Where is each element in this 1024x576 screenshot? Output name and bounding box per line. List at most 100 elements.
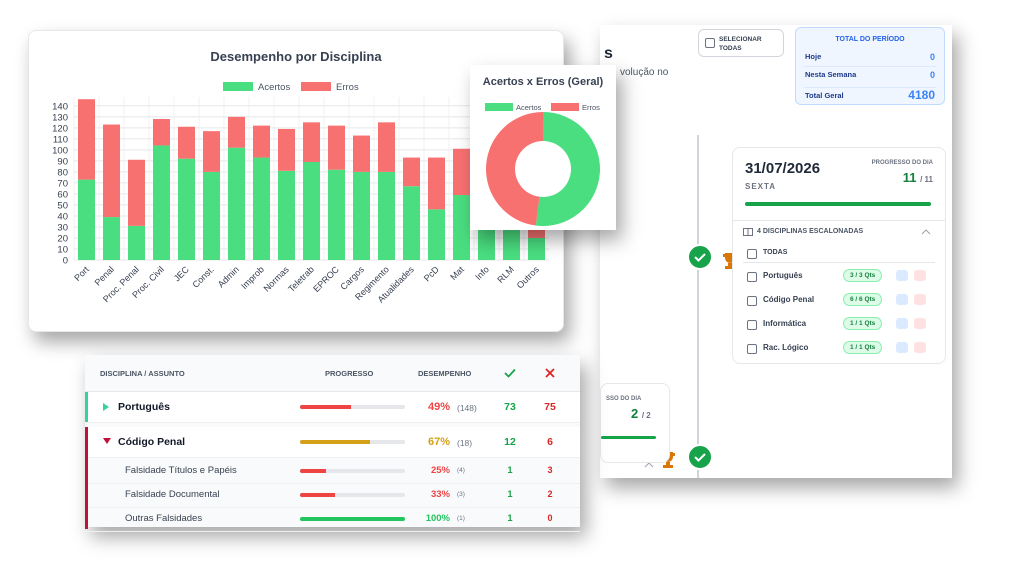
x-tick-label: Port: [72, 264, 91, 283]
row[interactable]: Código Penal 67% (18) 12 6: [85, 427, 580, 458]
misses: 0: [547, 513, 553, 523]
performance-table: DISCIPLINA / ASSUNTO PROGRESSO DESEMPENH…: [85, 355, 580, 532]
subject-name: Informática: [763, 319, 807, 328]
select-all[interactable]: SELECIONAR TODAS: [698, 29, 784, 57]
performance: 100%: [425, 513, 450, 524]
count: (18): [457, 438, 473, 448]
bar-segment: [228, 147, 245, 260]
edit-button[interactable]: [896, 294, 908, 305]
bar-segment: [78, 179, 95, 260]
edit-button[interactable]: [896, 318, 908, 329]
performance: 49%: [427, 401, 450, 413]
done-icon: [687, 444, 713, 470]
checkbox[interactable]: [705, 38, 715, 48]
subject-name: Falsidade Títulos e Papéis: [125, 465, 237, 476]
total-count: / 11: [920, 175, 933, 184]
legend-swatch: [485, 103, 513, 111]
caret-up[interactable]: [921, 228, 931, 236]
bar-segment: [278, 170, 295, 260]
subject-name: Rac. Lógico: [763, 343, 809, 352]
row-accent: [85, 392, 88, 422]
bar-segment: [128, 225, 145, 260]
y-tick-label: 50: [57, 200, 68, 211]
bar-segment: [478, 229, 495, 260]
donut-chart: Acertos x Erros (Geral) Acertos Erros: [483, 76, 604, 226]
heading: s: [604, 45, 613, 62]
y-tick-label: 80: [57, 167, 68, 178]
delete-button[interactable]: [914, 270, 926, 281]
y-tick-label: 110: [53, 134, 68, 145]
hits: 1: [507, 465, 513, 475]
checkbox[interactable]: [747, 296, 757, 306]
misses: 2: [547, 489, 553, 499]
delete-button[interactable]: [914, 342, 926, 353]
delete-button[interactable]: [914, 318, 926, 329]
row-accent: [85, 427, 88, 529]
row[interactable]: Português 49% (148) 73 75: [85, 392, 580, 423]
qts-badge: 6 / 6 Qts: [843, 293, 883, 306]
divider: [733, 220, 945, 221]
divider: [804, 87, 936, 88]
x-tick-label: PcD: [422, 264, 441, 283]
donut-slice: [485, 112, 543, 226]
divider: [804, 66, 936, 67]
legend-label: Erros: [336, 82, 359, 93]
column-header: PROGRESSO: [325, 369, 374, 378]
caret-up[interactable]: [644, 461, 654, 469]
progress-fill: [300, 440, 371, 444]
divider: [743, 262, 935, 263]
bar-segment: [178, 158, 195, 260]
column-header: DESEMPENHO: [418, 369, 472, 378]
edit-button[interactable]: [896, 270, 908, 281]
y-tick-label: 140: [52, 101, 68, 112]
hits: 12: [504, 436, 516, 448]
check-icon: [504, 368, 516, 378]
bar-segment: [353, 135, 370, 172]
checkbox[interactable]: [747, 249, 757, 259]
bar-segment: [153, 119, 170, 146]
bar-segment: [103, 217, 120, 260]
x-tick-label: Const.: [190, 264, 215, 289]
checkbox[interactable]: [747, 272, 757, 282]
total-count: / 2: [641, 411, 651, 420]
caret: [103, 438, 111, 444]
x-tick-label: Normas: [262, 264, 292, 294]
edit-button[interactable]: [896, 342, 908, 353]
bar-segment: [328, 125, 345, 170]
sub-row: Falsidade Títulos e Papéis 25% (4) 1 3: [85, 459, 580, 484]
performance: 25%: [430, 465, 450, 476]
weekday: SEXTA: [745, 182, 777, 191]
x-tick-label: RLM: [495, 264, 516, 285]
checkbox[interactable]: [747, 344, 757, 354]
bar-segment: [453, 148, 470, 196]
progress-track: [300, 440, 405, 444]
misses: 3: [547, 465, 553, 475]
progress-bar: [601, 436, 656, 439]
done: 2 / 2: [631, 406, 651, 421]
bar-segment: [353, 171, 370, 260]
caret: [103, 403, 109, 411]
y-tick-label: 30: [57, 222, 68, 233]
column-header: DISCIPLINA / ASSUNTO: [100, 369, 185, 378]
hits: 73: [504, 401, 516, 413]
checkbox[interactable]: [747, 320, 757, 330]
bar-segment: [103, 124, 120, 218]
hits: 1: [507, 489, 513, 499]
done: 11 / 11: [903, 170, 933, 185]
bar-segment: [228, 116, 245, 148]
delete-button[interactable]: [914, 294, 926, 305]
x-tick-label: Penal: [93, 264, 116, 287]
qts-badge: 1 / 1 Qts: [843, 317, 883, 330]
subject-name: Falsidade Documental: [125, 489, 220, 500]
bar-segment: [78, 99, 95, 180]
count: (3): [457, 491, 465, 498]
qts-badge: 3 / 3 Qts: [843, 269, 883, 282]
progress-fill: [300, 493, 335, 497]
hits: 1: [507, 513, 513, 523]
qts-badge: 1 / 1 Qts: [843, 341, 883, 354]
donut-card: Acertos x Erros (Geral) Acertos Erros: [470, 65, 616, 230]
subtitle: volução no: [620, 67, 669, 78]
